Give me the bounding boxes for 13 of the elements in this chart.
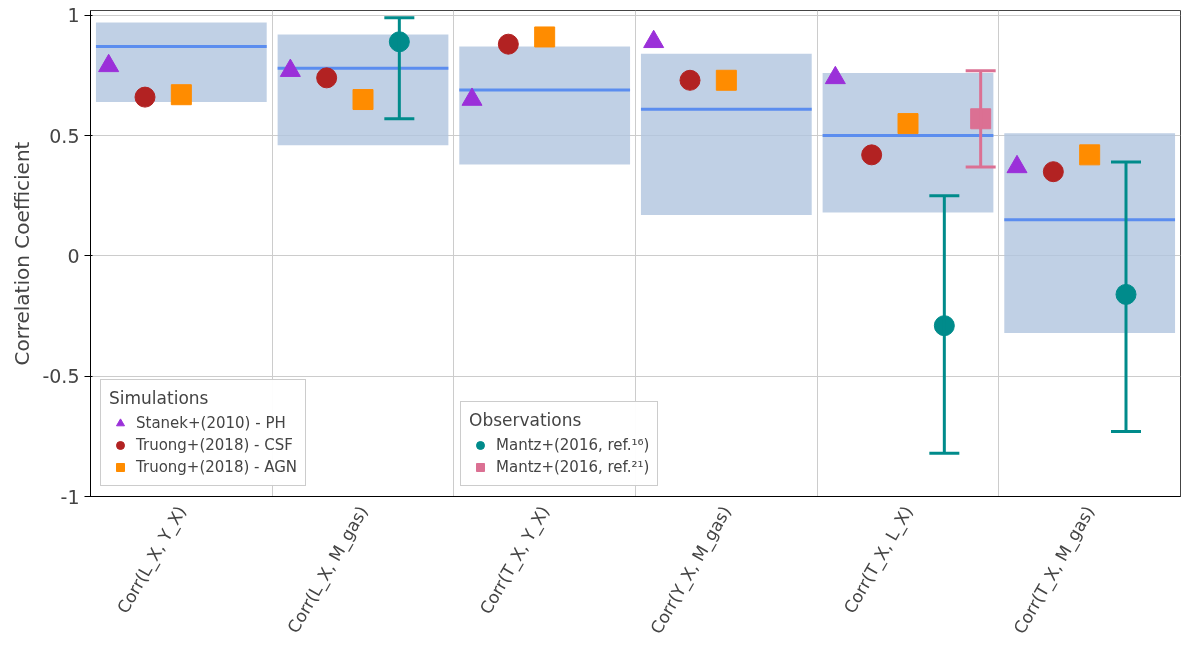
legend-label: Truong+(2018) - CSF [136, 436, 293, 454]
y-tick-label: 0.5 [49, 124, 80, 147]
legend-label: Mantz+(2016, ref.¹⁶) [496, 436, 650, 454]
y-axis-title: Correlation Coefficient [10, 141, 35, 366]
legend-label: Stanek+(2010) - PH [136, 414, 286, 432]
y-tick-label: 0 [67, 244, 80, 267]
y-tick-label: 1 [67, 4, 80, 27]
y-tick-label: -0.5 [42, 365, 80, 388]
legend-label: Mantz+(2016, ref.²¹) [496, 458, 650, 476]
legend-label: Truong+(2018) - AGN [136, 458, 298, 476]
y-tick-label: -1 [60, 485, 80, 508]
text: Simulations [109, 388, 209, 408]
text: Observations [469, 410, 582, 430]
